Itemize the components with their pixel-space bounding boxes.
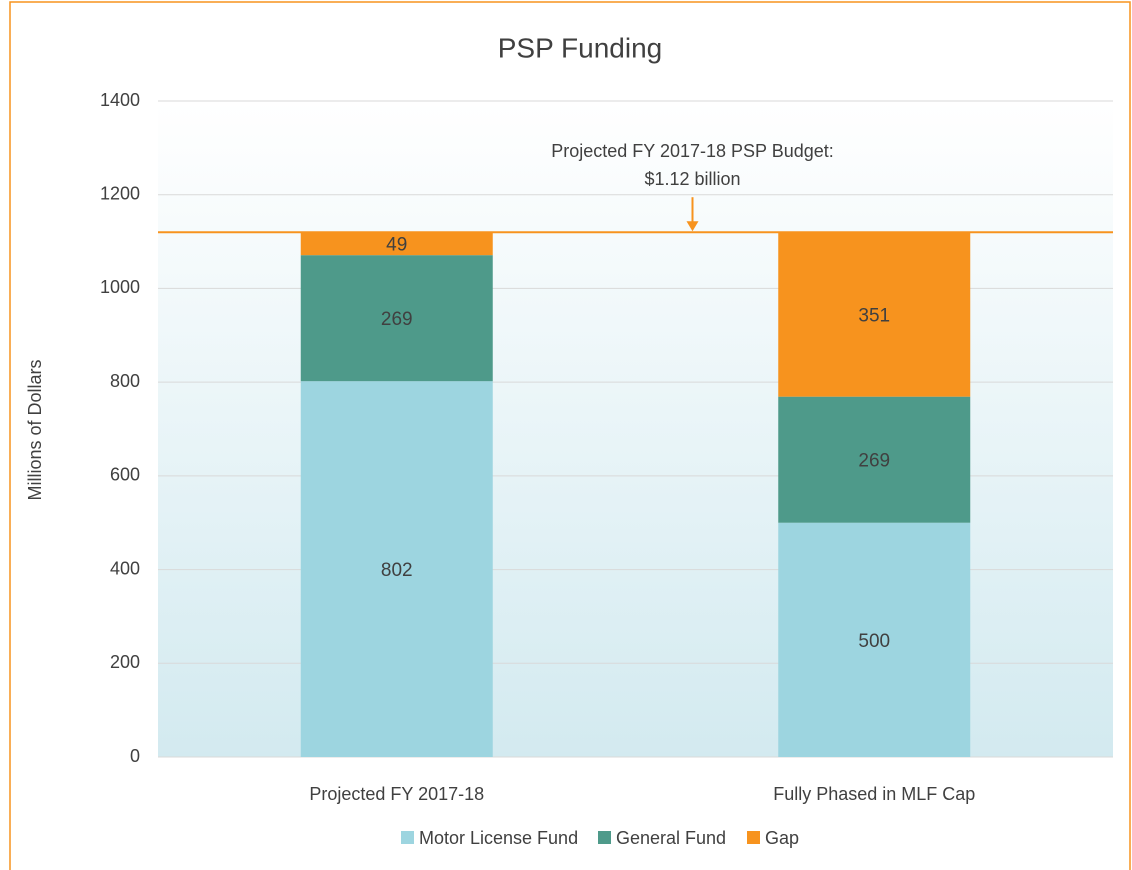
bar-segment — [300, 255, 493, 382]
y-axis-label: Millions of Dollars — [25, 359, 45, 500]
y-tick-label: 600 — [110, 465, 140, 485]
bar-segment — [778, 522, 971, 757]
data-label: 49 — [386, 235, 407, 256]
annotation-text: $1.12 billion — [644, 169, 740, 189]
y-tick-label: 1400 — [100, 90, 140, 110]
y-tick-label: 0 — [130, 746, 140, 766]
data-label: 351 — [858, 305, 890, 326]
data-label: 269 — [381, 309, 413, 330]
y-tick-label: 1000 — [100, 277, 140, 297]
y-tick-label: 800 — [110, 371, 140, 391]
data-label: 269 — [858, 451, 890, 472]
bar-segment — [300, 381, 493, 757]
chart-title: PSP Funding — [498, 32, 663, 63]
data-label: 500 — [858, 631, 890, 652]
x-tick-label: Projected FY 2017-18 — [309, 784, 484, 804]
bar-segment — [778, 232, 971, 397]
legend-label: General Fund — [616, 828, 726, 848]
annotation-text: Projected FY 2017-18 PSP Budget: — [551, 141, 834, 161]
x-tick-label: Fully Phased in MLF Cap — [773, 784, 975, 804]
y-tick-label: 1200 — [100, 183, 140, 203]
legend-label: Gap — [765, 828, 799, 848]
legend-swatch — [598, 831, 611, 844]
legend-label: Motor License Fund — [419, 828, 578, 848]
annotation-arrowhead — [686, 221, 699, 232]
y-tick-label: 200 — [110, 652, 140, 672]
y-tick-label: 400 — [110, 558, 140, 578]
legend-swatch — [401, 831, 414, 844]
bar-segment — [300, 232, 493, 256]
data-label: 802 — [381, 560, 413, 581]
bar-segment — [778, 396, 971, 523]
legend-swatch — [747, 831, 760, 844]
